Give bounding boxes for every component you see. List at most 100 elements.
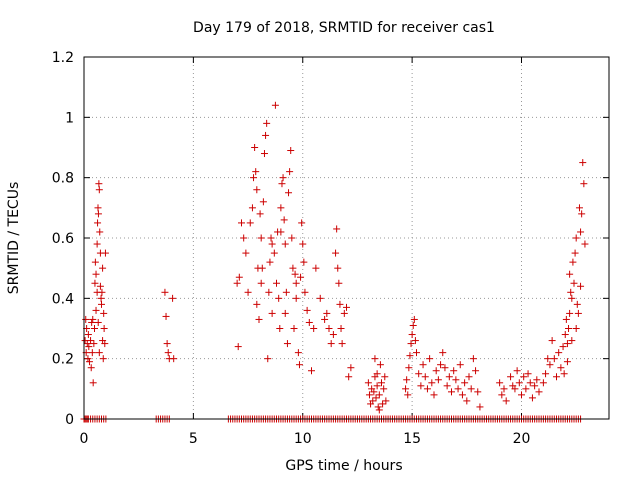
data-point — [561, 331, 569, 339]
data-point — [94, 318, 102, 326]
data-point — [162, 312, 170, 320]
data-point — [99, 337, 107, 345]
data-point — [565, 325, 573, 332]
data-point — [288, 234, 296, 242]
data-point — [281, 240, 289, 248]
x-tick-label: 20 — [513, 431, 531, 447]
data-point — [271, 101, 279, 109]
data-point — [413, 349, 420, 357]
data-point — [96, 228, 104, 236]
data-point — [97, 294, 105, 302]
data-point — [256, 210, 264, 218]
data-point — [410, 315, 418, 323]
data-point — [407, 340, 415, 348]
data-point — [415, 370, 423, 378]
data-point — [404, 391, 412, 399]
data-point — [476, 403, 484, 411]
data-point — [248, 204, 256, 212]
data-point — [289, 264, 297, 272]
data-point — [95, 349, 103, 357]
data-point — [333, 225, 341, 233]
data-point — [100, 325, 108, 332]
data-point — [91, 279, 99, 287]
data-point — [539, 379, 547, 387]
data-point — [578, 210, 586, 218]
data-point — [99, 355, 107, 363]
data-point — [579, 159, 587, 167]
data-point — [555, 349, 563, 357]
data-point — [95, 180, 103, 188]
data-point — [572, 234, 580, 242]
data-point — [465, 373, 473, 381]
data-point — [573, 300, 581, 308]
y-tick-label: 0.6 — [52, 231, 74, 247]
data-point — [270, 249, 278, 257]
data-point — [89, 315, 97, 323]
data-point — [262, 131, 270, 139]
data-point — [469, 355, 477, 363]
data-point — [566, 270, 574, 278]
data-point — [518, 391, 525, 399]
data-point — [273, 279, 280, 287]
data-point — [300, 258, 308, 266]
data-point — [337, 325, 345, 332]
y-tick-label: 1 — [65, 110, 74, 126]
plot-frame — [83, 56, 610, 420]
data-point — [100, 309, 108, 317]
data-point — [439, 349, 447, 357]
data-point — [327, 340, 335, 348]
data-point — [251, 144, 259, 151]
data-point — [498, 391, 506, 399]
data-point — [542, 370, 550, 378]
data-point — [417, 382, 425, 390]
data-point — [437, 361, 445, 369]
data-point — [260, 150, 268, 158]
data-point — [91, 258, 99, 266]
data-point — [553, 373, 560, 381]
data-point — [246, 219, 254, 227]
data-point — [252, 168, 260, 176]
data-point — [467, 385, 475, 393]
data-point — [275, 294, 283, 302]
data-point — [500, 385, 508, 393]
data-point — [94, 204, 102, 212]
data-point — [434, 376, 442, 384]
data-point — [381, 373, 389, 381]
data-point — [409, 321, 417, 329]
data-point — [310, 325, 318, 332]
data-point — [259, 198, 267, 206]
data-point — [373, 382, 381, 390]
data-points — [80, 101, 589, 423]
data-point — [292, 279, 300, 287]
data-point — [316, 294, 324, 302]
data-point — [472, 367, 480, 375]
data-point — [298, 219, 306, 227]
data-point — [290, 325, 298, 332]
data-point — [421, 373, 429, 381]
data-point — [378, 379, 385, 387]
data-point — [570, 279, 578, 287]
data-point — [566, 309, 574, 317]
data-point — [340, 309, 348, 317]
data-point — [263, 119, 271, 127]
data-point — [84, 355, 92, 363]
data-point — [98, 300, 105, 308]
data-point — [286, 168, 294, 176]
y-tick-label: 0.8 — [52, 171, 74, 187]
data-point — [441, 364, 449, 372]
data-point — [524, 370, 532, 378]
data-point — [305, 318, 313, 326]
data-point — [334, 264, 342, 272]
data-point — [522, 385, 530, 393]
data-point — [452, 376, 460, 384]
x-tick-label: 0 — [80, 431, 89, 447]
data-point — [238, 219, 245, 227]
data-point — [364, 379, 372, 387]
data-point — [548, 337, 556, 345]
data-point — [338, 340, 346, 348]
data-point — [513, 367, 521, 375]
data-point — [474, 388, 482, 396]
data-point — [567, 288, 575, 296]
